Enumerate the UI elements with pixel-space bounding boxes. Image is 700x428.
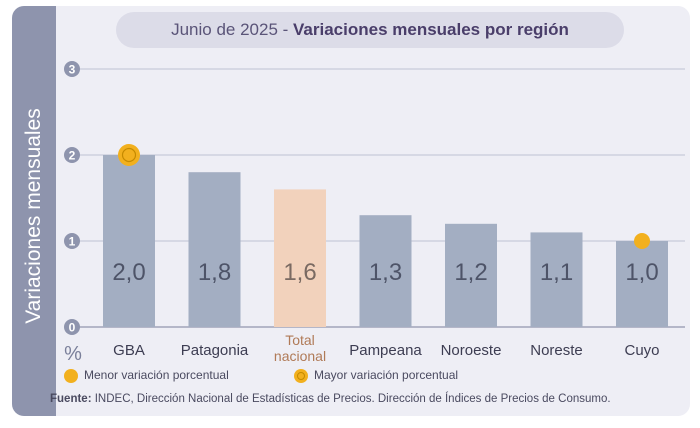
legend-lowest-label: Menor variación porcentual: [84, 368, 229, 382]
source-text: INDEC, Dirección Nacional de Estadística…: [94, 393, 611, 405]
bar: [103, 155, 155, 327]
unit-label: %: [64, 343, 82, 365]
legend-lowest: Menor variación porcentual: [64, 368, 229, 383]
y-tick-label: 0: [69, 321, 76, 335]
source-label: Fuente:: [50, 393, 92, 405]
y-tick-marker: [64, 61, 80, 77]
category-label: Noroeste: [441, 342, 502, 359]
y-tick-label: 3: [69, 63, 76, 77]
bar-value-label: 1,1: [540, 259, 573, 286]
max-marker-ring: [121, 147, 137, 163]
category-label: Patagonia: [181, 342, 249, 359]
y-tick-label: 1: [69, 235, 76, 249]
category-label: Total: [285, 332, 315, 348]
bar: [359, 215, 412, 327]
min-marker-icon: [64, 368, 78, 383]
category-label: GBA: [113, 342, 145, 359]
bar-value-label: 1,8: [198, 259, 231, 286]
min-marker: [634, 233, 650, 249]
category-label: Pampeana: [349, 342, 422, 359]
title-separator: -: [277, 20, 294, 39]
title-text: Variaciones mensuales por región: [293, 20, 569, 39]
bar: [616, 241, 668, 327]
title-date: Junio de 2025: [171, 20, 278, 39]
bar: [445, 223, 497, 327]
bar: [274, 189, 326, 327]
bar-value-label: 1,6: [283, 259, 316, 286]
source-note: Fuente: INDEC, Dirección Nacional de Est…: [50, 393, 611, 405]
y-tick-marker: [64, 233, 80, 249]
y-tick-marker: [64, 147, 80, 163]
bar: [530, 232, 583, 327]
max-marker: [118, 144, 140, 166]
category-label: Noreste: [530, 342, 583, 359]
bar-value-label: 1,2: [454, 259, 487, 286]
legend-highest-label: Mayor variación porcentual: [314, 368, 459, 382]
category-label: Cuyo: [624, 342, 659, 359]
y-tick-marker: [64, 319, 80, 335]
bar-value-label: 1,3: [369, 259, 402, 286]
legend-highest: Mayor variación porcentual: [294, 368, 458, 383]
bar-value-label: 2,0: [112, 259, 145, 286]
category-label: nacional: [274, 348, 326, 364]
bar-value-label: 1,0: [625, 259, 658, 286]
axis-title-panel: Variaciones mensuales: [12, 6, 56, 416]
max-marker-icon: [294, 368, 308, 383]
chart-title: Junio de 2025 - Variaciones mensuales po…: [116, 12, 624, 48]
y-tick-label: 2: [69, 149, 76, 163]
bar: [188, 172, 241, 327]
